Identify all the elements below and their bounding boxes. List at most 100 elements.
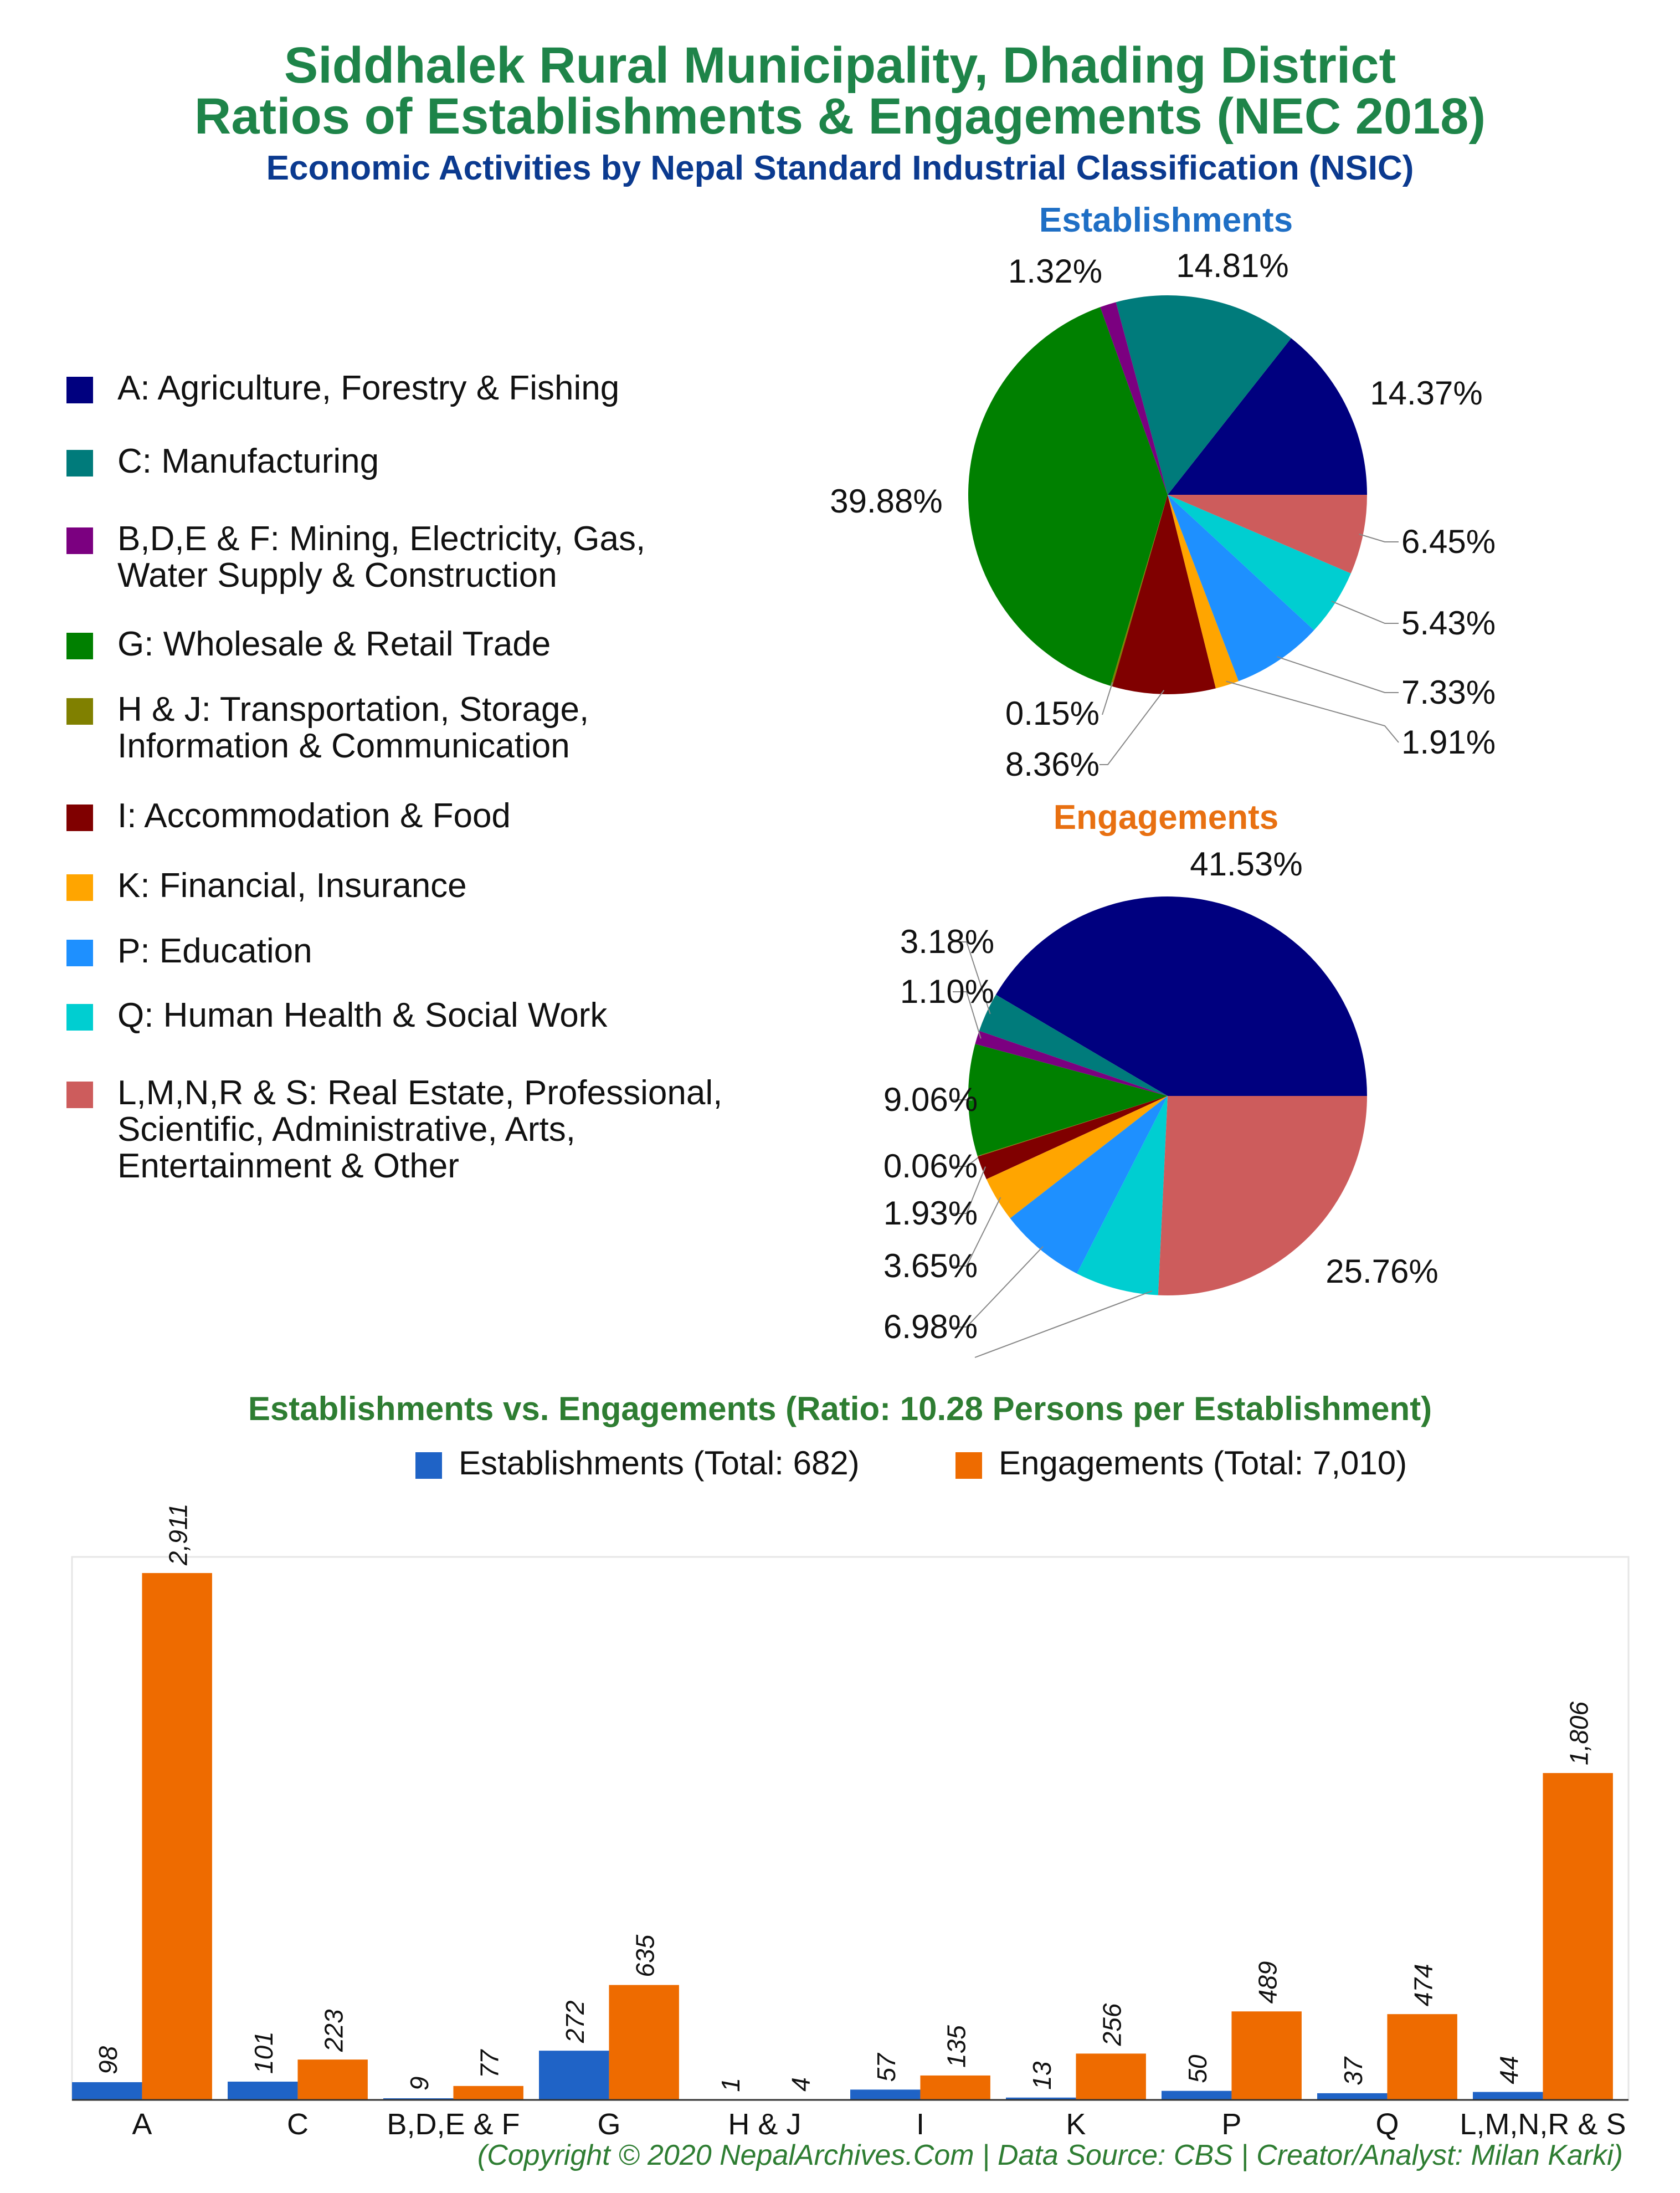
pie-label: 0.06% xyxy=(883,1147,978,1185)
pie-label: 1.32% xyxy=(1008,253,1102,290)
pie-slice-c xyxy=(979,995,1168,1096)
bar-value-label: 272 xyxy=(561,2000,589,2043)
pie-slice-hj xyxy=(1110,495,1168,686)
pie-slice-g xyxy=(968,1044,1168,1156)
legend-label-establishments: Establishments (Total: 682) xyxy=(459,1444,860,1482)
bar-establishments xyxy=(539,2051,609,2100)
x-tick-label: Q xyxy=(1375,2108,1399,2141)
legend-swatch xyxy=(66,377,93,403)
pie-slice-q xyxy=(1168,495,1351,631)
bar-value-label: 4 xyxy=(787,2077,815,2092)
pie-slice-a xyxy=(1168,338,1367,495)
x-tick-label: I xyxy=(916,2108,924,2141)
pie-leader-line xyxy=(1102,682,1113,715)
x-tick-label: H & J xyxy=(728,2108,801,2141)
bar-establishments xyxy=(1317,2093,1388,2100)
pie-slice-p xyxy=(1168,495,1314,682)
pie-leader-line xyxy=(953,1246,1044,1328)
bar-engagements xyxy=(1387,2014,1457,2100)
bar-value-label: 77 xyxy=(475,2049,504,2078)
bar-engagements xyxy=(1076,2053,1146,2100)
pie-leader-line xyxy=(953,991,982,1039)
legend-swatch xyxy=(66,874,93,901)
pie-slice-k xyxy=(1168,495,1239,689)
pie-slice-bdef xyxy=(975,1031,1168,1096)
legend-swatch-engagements xyxy=(955,1452,982,1479)
pie-label: 14.37% xyxy=(1370,375,1483,412)
pie-slice-hj xyxy=(977,1096,1168,1157)
bar-value-label: 101 xyxy=(249,2031,278,2074)
x-tick-label: K xyxy=(1066,2108,1086,2141)
pie-slice-i xyxy=(978,1096,1168,1180)
legend-label: H & J: Transportation, Storage, Informat… xyxy=(117,690,589,765)
bar-engagements xyxy=(609,1985,679,2100)
bar-legend-engagements: Engagements (Total: 7,010) xyxy=(955,1444,1407,1482)
bar-chart-title: Establishments vs. Engagements (Ratio: 1… xyxy=(248,1390,1432,1427)
pie-label: 14.81% xyxy=(1176,247,1289,284)
bar-value-label: 1 xyxy=(716,2078,745,2092)
pie-slice-k xyxy=(986,1096,1168,1218)
bar-establishments xyxy=(1162,2090,1232,2100)
chart-subtitle: Economic Activities by Nepal Standard In… xyxy=(266,149,1414,187)
engagements-pie-title: Engagements xyxy=(1053,798,1279,837)
pie-slice-lmnrs xyxy=(1158,1096,1367,1295)
legend-swatch xyxy=(66,1082,93,1108)
bar-value-label: 635 xyxy=(631,1934,660,1977)
x-tick-label: A xyxy=(132,2108,152,2141)
legend-label: B,D,E & F: Mining, Electricity, Gas, Wat… xyxy=(117,520,646,595)
bar-legend-establishments: Establishments (Total: 682) xyxy=(415,1444,860,1482)
legend-swatch xyxy=(66,450,93,476)
pie-label: 1.91% xyxy=(1401,724,1496,761)
pie-leader-line xyxy=(974,1290,1153,1358)
legend-swatch xyxy=(66,698,93,725)
legend-swatch xyxy=(66,1004,93,1031)
legend-label-engagements: Engagements (Total: 7,010) xyxy=(999,1444,1407,1482)
pie-slice-p xyxy=(1010,1096,1168,1274)
pie-slice-lmnrs xyxy=(1168,495,1367,573)
bar-value-label: 489 xyxy=(1253,1961,1282,2004)
bar-engagements xyxy=(1231,2011,1302,2100)
legend-label: C: Manufacturing xyxy=(117,442,379,480)
legend-swatch xyxy=(66,940,93,966)
bar-value-label: 98 xyxy=(94,2046,122,2074)
pie-slice-q xyxy=(1077,1096,1168,1295)
legend-swatch xyxy=(66,805,93,831)
pie-label: 3.65% xyxy=(883,1247,978,1284)
pie-leader-line xyxy=(1226,680,1399,743)
pie-slice-c xyxy=(1116,295,1291,495)
bar-establishments xyxy=(850,2089,921,2100)
bar-value-label: 256 xyxy=(1098,2003,1127,2046)
pie-slice-bdef xyxy=(1100,302,1168,495)
chart-title-line1: Siddhalek Rural Municipality, Dhading Di… xyxy=(284,37,1396,94)
pie-label: 1.10% xyxy=(900,973,994,1010)
bar-engagements xyxy=(142,1573,212,2100)
pie-leader-line xyxy=(1100,690,1165,765)
bar-value-label: 223 xyxy=(320,2009,348,2052)
x-tick-label: P xyxy=(1221,2108,1241,2141)
bar-value-label: 13 xyxy=(1027,2061,1056,2090)
x-tick-label: B,D,E & F xyxy=(387,2108,520,2141)
pie-label: 6.45% xyxy=(1401,523,1496,560)
bar-value-label: 44 xyxy=(1494,2056,1523,2084)
x-tick-label: L,M,N,R & S xyxy=(1460,2108,1626,2141)
legend-label: K: Financial, Insurance xyxy=(117,867,467,905)
legend-label: G: Wholesale & Retail Trade xyxy=(117,625,551,663)
x-tick-label: C xyxy=(287,2108,309,2141)
pie-leader-line xyxy=(953,1154,982,1167)
bar-establishments xyxy=(1473,2092,1543,2100)
chart-title-line2: Ratios of Establishments & Engagements (… xyxy=(194,88,1486,145)
pie-label: 5.43% xyxy=(1401,604,1496,642)
bar-value-label: 135 xyxy=(942,2025,971,2068)
bar-establishments xyxy=(1006,2097,1076,2100)
pie-slice-g xyxy=(968,307,1168,686)
pie-slice-i xyxy=(1112,495,1216,695)
pie-leader-line xyxy=(1359,534,1399,542)
footer-credit: (Copyright © 2020 NepalArchives.Com | Da… xyxy=(477,2139,1623,2171)
pie-label: 0.15% xyxy=(1005,695,1100,732)
bar-establishments xyxy=(72,2082,142,2100)
establishments-pie-title: Establishments xyxy=(1039,201,1293,239)
pie-label: 1.93% xyxy=(883,1195,978,1232)
bar-engagements xyxy=(920,2075,990,2100)
x-tick-label: G xyxy=(597,2108,620,2141)
